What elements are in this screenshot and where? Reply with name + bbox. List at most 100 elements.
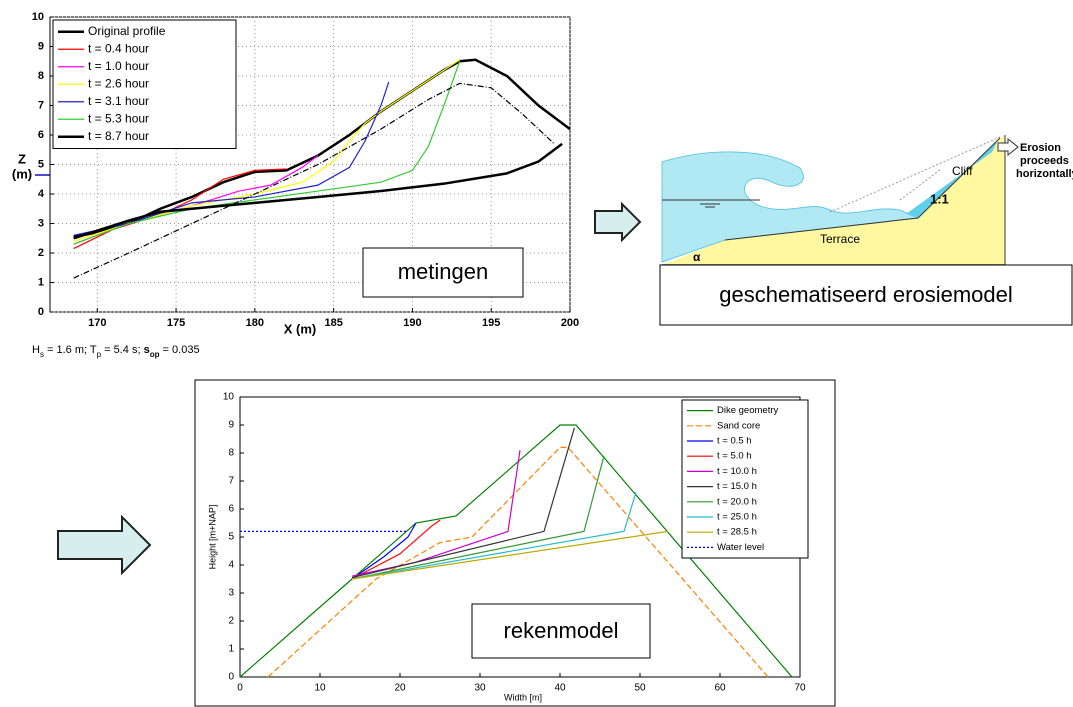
caption-part: = 0.035 (160, 344, 200, 356)
x-axis-label: Width [m] (504, 692, 542, 702)
diagram-caption: geschematiseerd erosiemodel (719, 282, 1013, 307)
diagram-label: horizontally (1016, 168, 1073, 180)
series-line (351, 530, 669, 580)
y-tick-label: 1 (38, 276, 44, 288)
x-tick-label: 50 (634, 683, 646, 694)
x-tick-label: 60 (714, 683, 726, 694)
y-tick-label: 9 (38, 40, 44, 52)
caption-part: = 1.6 m; T (44, 344, 97, 356)
annotation-box (471, 603, 651, 659)
diagram-label: 1:1 (930, 191, 949, 206)
series-line (351, 455, 605, 580)
legend-label: Original profile (88, 24, 166, 38)
legend-label: t = 5.0 h (717, 451, 752, 462)
x-tick-label: 200 (561, 317, 579, 329)
legend-label: t = 0.4 hour (88, 41, 149, 55)
x-tick-label: 0 (237, 683, 243, 694)
legend-label: t = 5.3 hour (88, 111, 149, 125)
diagram-label: Terrace (820, 232, 860, 246)
arrow (57, 514, 152, 576)
y-tick-label: 3 (228, 588, 234, 599)
legend-label: t = 2.6 hour (88, 76, 149, 90)
y-axis-label: (m) (12, 166, 32, 181)
legend-label: Sand core (717, 420, 760, 431)
legend-label: t = 25.0 h (717, 512, 757, 523)
y-tick-label: 0 (228, 672, 234, 683)
y-tick-label: 0 (38, 306, 44, 318)
x-axis-label: X (m) (284, 321, 317, 336)
series-line (351, 519, 441, 580)
legend: Original profile t = 0.4 hour t = 1.0 hour… (52, 19, 237, 149)
diagram-label: Cliff (952, 164, 973, 178)
series-line (73, 142, 563, 240)
legend: Dike geometry Sand core t = 0.5 h t = 5.0 h… (681, 399, 809, 559)
arrow (594, 201, 642, 243)
y-tick-label: 1 (228, 644, 234, 655)
erosion-schematic: Erosion proceeds horizontally Cliff 1:1 … (661, 135, 1073, 266)
legend-label: t = 10.0 h (717, 466, 757, 477)
series-line (73, 82, 555, 279)
annotation: rekenmodel (504, 618, 619, 643)
series-line (351, 492, 637, 580)
x-tick-label: 70 (794, 683, 806, 694)
legend-label: t = 8.7 hour (88, 129, 149, 143)
y-tick-label: 10 (32, 11, 44, 23)
caption-part: H (32, 344, 40, 356)
diagram-label: α (693, 250, 701, 264)
legend-label: t = 3.1 hour (88, 94, 149, 108)
caption-part: s (40, 350, 44, 359)
legend-label: t = 15.0 h (717, 481, 757, 492)
x-tick-label: 170 (88, 317, 106, 329)
annotation-box (362, 247, 524, 298)
caption-part: s (144, 344, 150, 356)
y-tick-label: 6 (228, 504, 234, 515)
series-line (351, 450, 521, 577)
y-tick-label: 9 (228, 420, 234, 431)
x-tick-label: 10 (314, 683, 326, 694)
y-tick-label: 7 (228, 476, 234, 487)
series-line (73, 81, 390, 236)
x-tick-label: 195 (482, 317, 500, 329)
y-tick-label: 5 (38, 158, 44, 170)
series-line (73, 58, 571, 239)
y-axis-label: Z (18, 151, 26, 166)
y-tick-label: 5 (228, 532, 234, 543)
series-line (351, 522, 417, 580)
legend-label: Water level (717, 542, 764, 553)
y-tick-label: 8 (228, 448, 234, 459)
x-tick-label: 30 (474, 683, 486, 694)
x-tick-label: 180 (246, 317, 264, 329)
legend-label: t = 28.5 h (717, 527, 757, 538)
caption-part: = 5.4 s; (101, 344, 144, 356)
y-tick-label: 3 (38, 217, 44, 229)
y-tick-label: 4 (228, 560, 234, 571)
y-tick-label: 4 (38, 188, 45, 200)
caption-part: p (97, 350, 102, 359)
legend-label: t = 20.0 h (717, 496, 757, 507)
caption-box (659, 264, 1073, 326)
diagram-label: Erosion (1020, 142, 1061, 154)
annotation: metingen (398, 259, 489, 284)
series-line (351, 427, 575, 579)
y-tick-label: 2 (38, 247, 44, 259)
legend-label: t = 0.5 h (717, 436, 752, 447)
y-tick-label: 6 (38, 129, 44, 141)
x-tick-label: 175 (167, 317, 185, 329)
legend-label: Dike geometry (717, 405, 778, 416)
x-tick-label: 20 (394, 683, 406, 694)
y-axis-label: Height [m+NAP] (207, 505, 217, 570)
series-line (267, 446, 769, 678)
x-tick-label: 190 (403, 317, 421, 329)
caption: Hs = 1.6 m; Tp = 5.4 s; sop = 0.035 (32, 344, 200, 359)
y-tick-label: 10 (223, 392, 235, 403)
x-tick-label: 185 (324, 317, 342, 329)
legend-label: t = 1.0 hour (88, 59, 149, 73)
y-tick-label: 2 (228, 616, 234, 627)
series-line (73, 61, 461, 245)
y-tick-label: 8 (38, 70, 44, 82)
caption-part: op (150, 350, 160, 359)
diagram-label: proceeds (1020, 155, 1069, 167)
y-tick-label: 7 (38, 99, 44, 111)
x-tick-label: 40 (554, 683, 566, 694)
